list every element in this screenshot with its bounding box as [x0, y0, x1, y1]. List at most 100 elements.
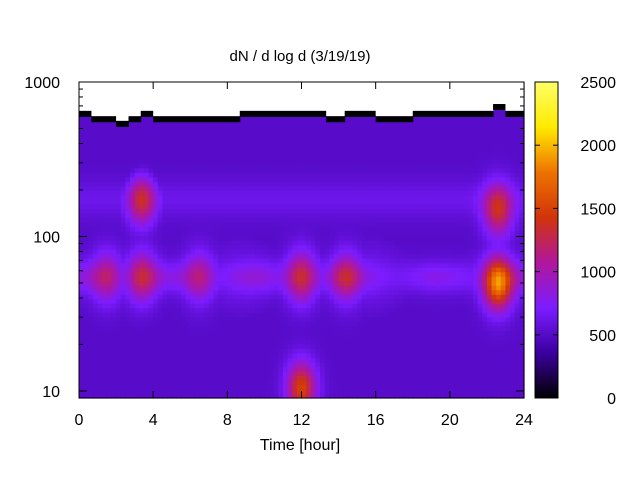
heatmap-cell — [296, 334, 303, 340]
heatmap-cell — [296, 185, 303, 191]
heatmap-cell — [167, 294, 173, 300]
heatmap-cell — [157, 199, 164, 205]
heatmap-cell — [143, 140, 150, 146]
heatmap-cell — [106, 361, 113, 367]
heatmap-cell — [88, 348, 94, 354]
heatmap-cell — [310, 280, 317, 286]
heatmap-cell — [180, 280, 187, 286]
heatmap-cell — [269, 163, 275, 169]
heatmap-cell — [310, 357, 317, 363]
heatmap-cell — [180, 127, 187, 133]
heatmap-cell — [269, 348, 275, 354]
heatmap-cell — [264, 140, 270, 146]
heatmap-cell — [352, 370, 358, 377]
heatmap-cell — [394, 136, 400, 142]
heatmap-cell — [236, 154, 242, 160]
heatmap-cell — [296, 316, 303, 322]
heatmap-cell — [366, 230, 372, 237]
heatmap-cell — [380, 235, 386, 241]
heatmap-cell — [403, 158, 409, 164]
heatmap-cell — [148, 330, 154, 336]
heatmap-cell — [357, 136, 363, 142]
heatmap-cell — [190, 199, 196, 205]
heatmap-cell — [120, 240, 126, 246]
heatmap-cell — [296, 199, 303, 205]
heatmap-cell — [185, 253, 191, 259]
heatmap-cell — [259, 167, 266, 173]
heatmap-cell — [301, 230, 307, 237]
heatmap-cell — [287, 230, 293, 237]
heatmap-cell — [296, 267, 303, 273]
heatmap-cell — [361, 361, 367, 367]
heatmap-cell — [255, 258, 261, 264]
heatmap-cell — [384, 298, 391, 304]
heatmap-cell — [384, 289, 391, 295]
heatmap-cell — [162, 167, 168, 173]
heatmap-cell — [403, 357, 409, 363]
heatmap-cell — [157, 343, 164, 349]
heatmap-cell — [213, 312, 219, 318]
heatmap-cell — [259, 127, 266, 133]
heatmap-cell — [361, 203, 367, 209]
heatmap-cell — [125, 267, 131, 273]
heatmap-cell — [157, 176, 164, 182]
heatmap-cell — [296, 190, 303, 196]
heatmap-cell — [120, 176, 126, 182]
heatmap-cell — [245, 226, 252, 232]
heatmap-cell — [273, 388, 279, 395]
heatmap-cell — [222, 127, 228, 133]
heatmap-cell — [250, 194, 256, 200]
heatmap-cell — [398, 190, 405, 196]
heatmap-cell — [343, 226, 349, 232]
heatmap-cell — [403, 194, 409, 200]
heatmap-cell — [222, 249, 228, 255]
heatmap-cell — [148, 158, 154, 164]
heatmap-cell — [301, 352, 307, 358]
heatmap-cell — [106, 127, 113, 133]
heatmap-cell — [343, 253, 349, 259]
heatmap-cell — [79, 339, 85, 345]
heatmap-cell — [180, 158, 187, 164]
heatmap-cell — [347, 226, 354, 232]
heatmap-cell — [199, 217, 205, 223]
heatmap-cell — [357, 366, 363, 372]
heatmap-cell — [111, 212, 117, 219]
heatmap-cell — [236, 240, 242, 246]
heatmap-cell — [199, 190, 205, 196]
heatmap-cell — [255, 235, 261, 241]
heatmap-cell — [129, 258, 136, 264]
heatmap-cell — [120, 244, 126, 250]
heatmap-cell — [301, 163, 307, 169]
heatmap-cell — [301, 271, 307, 277]
heatmap-cell — [384, 149, 391, 155]
heatmap-cell — [185, 289, 191, 295]
heatmap-cell — [218, 303, 224, 309]
heatmap-cell — [116, 199, 122, 205]
heatmap-cell — [153, 131, 159, 137]
heatmap-cell — [250, 185, 256, 191]
heatmap-cell — [245, 140, 252, 146]
heatmap-cell — [320, 172, 326, 178]
heatmap-cell — [245, 352, 252, 358]
heatmap-cell — [306, 208, 312, 214]
heatmap-cell — [408, 375, 414, 381]
heatmap-cell — [301, 370, 307, 377]
heatmap-cell — [292, 145, 298, 151]
heatmap-cell — [306, 253, 312, 259]
heatmap-cell — [180, 163, 187, 169]
heatmap-cell — [79, 240, 85, 246]
heatmap-cell — [301, 140, 307, 146]
heatmap-cell — [79, 366, 85, 372]
heatmap-cell — [185, 258, 191, 264]
heatmap-cell — [222, 276, 228, 282]
heatmap-cell — [129, 185, 136, 191]
heatmap-cell — [162, 384, 168, 390]
heatmap-cell — [208, 226, 215, 232]
heatmap-cell — [162, 163, 168, 169]
heatmap-cell — [371, 384, 377, 390]
heatmap-cell — [218, 393, 224, 399]
heatmap-cell — [329, 226, 335, 232]
heatmap-cell — [139, 136, 145, 142]
heatmap-cell — [264, 199, 270, 205]
heatmap-cell — [306, 226, 312, 232]
